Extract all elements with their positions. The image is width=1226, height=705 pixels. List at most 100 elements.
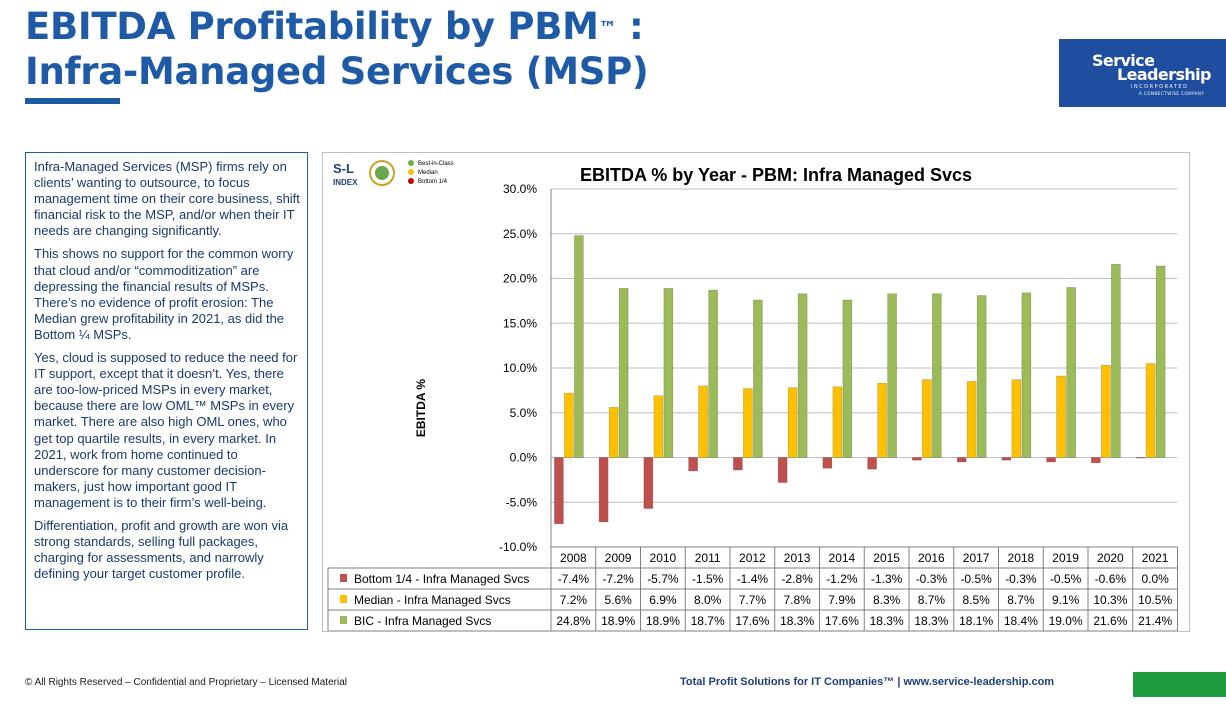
data-value-label: -0.5% — [960, 572, 992, 586]
legend-swatch — [340, 574, 347, 582]
bar — [708, 289, 718, 458]
x-category-label: 2013 — [784, 551, 811, 565]
x-category-label: 2014 — [829, 551, 856, 565]
bar — [1066, 287, 1076, 458]
bar — [643, 457, 654, 509]
data-value-label: -7.2% — [602, 572, 634, 586]
x-category-label: 2021 — [1142, 551, 1169, 565]
data-value-label: 21.4% — [1138, 614, 1172, 628]
title-underline — [25, 98, 120, 104]
data-value-label: 21.6% — [1093, 614, 1127, 628]
data-value-label: 0.0% — [1141, 572, 1169, 586]
service-leadership-logo: Service Leadership INCORPORATED A CONNEC… — [1059, 39, 1226, 107]
legend-series-name: BIC - Infra Managed Svcs — [354, 614, 491, 628]
sl-index-logo-text: S-L — [333, 161, 354, 176]
y-tick-label: 20.0% — [503, 272, 537, 286]
bar — [976, 295, 987, 458]
data-value-label: 17.6% — [735, 614, 769, 628]
data-value-label: 19.0% — [1049, 614, 1083, 628]
bar — [956, 457, 967, 463]
sl-legend-dot — [408, 160, 414, 166]
x-category-label: 2020 — [1097, 551, 1124, 565]
sl-legend-label: Best-in-Class — [418, 161, 454, 167]
bar — [1056, 375, 1066, 458]
x-category-label: 2011 — [695, 551, 721, 565]
bar — [564, 392, 574, 458]
data-value-label: 18.9% — [646, 614, 680, 628]
bar — [554, 457, 564, 525]
y-tick-label: 10.0% — [503, 361, 537, 375]
data-value-label: 24.8% — [556, 614, 590, 628]
logo-line-1: Service — [1092, 51, 1155, 70]
bar — [797, 293, 808, 458]
bar — [1021, 292, 1032, 458]
trademark-mark: ™ — [598, 18, 617, 39]
title-line-2: Infra-Managed Services (MSP) — [25, 50, 649, 93]
title-colon: : — [616, 5, 644, 48]
data-value-label: -1.5% — [692, 572, 724, 586]
bar — [1135, 457, 1146, 459]
bar — [1046, 457, 1056, 463]
bar — [822, 457, 833, 469]
bar — [922, 379, 932, 458]
data-value-label: -1.2% — [826, 572, 858, 586]
sl-index-logo-sub: INDEX — [333, 178, 358, 187]
data-value-label: 7.2% — [560, 593, 588, 607]
data-value-label: 7.7% — [739, 593, 767, 607]
data-value-label: 18.3% — [780, 614, 814, 628]
bar — [688, 457, 698, 472]
data-value-label: 18.1% — [959, 614, 993, 628]
data-value-label: 18.4% — [1004, 614, 1038, 628]
data-value-label: 7.8% — [783, 593, 811, 607]
data-value-label: 10.3% — [1093, 593, 1127, 607]
data-value-label: 10.5% — [1138, 593, 1172, 607]
y-tick-label: -10.0% — [499, 540, 537, 554]
bar — [598, 457, 609, 523]
bar — [653, 395, 664, 458]
bar — [932, 293, 942, 458]
footer-copyright: © All Rights Reserved – Confidential and… — [25, 677, 347, 688]
bar — [753, 299, 763, 458]
x-category-label: 2016 — [918, 551, 945, 565]
bar — [1101, 365, 1111, 458]
page-title: EBITDA Profitability by PBM™ : Infra-Mana… — [25, 4, 649, 94]
bar — [832, 386, 843, 458]
legend-series-name: Bottom 1/4 - Infra Managed Svcs — [354, 572, 529, 586]
x-category-label: 2009 — [605, 551, 632, 565]
footer-tagline: Total Profit Solutions for IT Companies™… — [680, 676, 1055, 688]
legend-swatch — [340, 616, 347, 624]
y-tick-label: -5.0% — [506, 495, 538, 509]
x-category-label: 2019 — [1052, 551, 1079, 565]
description-paragraph: This shows no support for the common wor… — [34, 246, 294, 342]
description-paragraph: Yes, cloud is supposed to reduce the nee… — [34, 350, 298, 510]
sl-legend-dot — [408, 178, 414, 184]
sl-legend-dot — [408, 169, 414, 175]
description-paragraph: Infra-Managed Services (MSP) firms rely … — [34, 159, 300, 239]
data-value-label: -7.4% — [558, 572, 590, 586]
data-value-label: -0.3% — [916, 572, 948, 586]
logo-line-4: A CONNECTWISE COMPANY — [1139, 91, 1205, 96]
data-value-label: 8.5% — [962, 593, 990, 607]
description-paragraph: Differentiation, profit and growth are w… — [34, 517, 289, 582]
description-box: Infra-Managed Services (MSP) firms rely … — [25, 152, 308, 630]
sl-index-icon-core — [375, 166, 389, 180]
bar — [912, 457, 922, 461]
sl-legend-label: Bottom 1/4 — [418, 179, 448, 185]
data-value-label: 6.9% — [649, 593, 677, 607]
legend-swatch — [340, 595, 347, 603]
data-value-label: 18.3% — [870, 614, 904, 628]
y-tick-label: 25.0% — [503, 227, 537, 241]
data-value-label: 8.0% — [694, 593, 722, 607]
y-tick-label: 5.0% — [510, 406, 538, 420]
data-value-label: 8.7% — [1007, 593, 1035, 607]
y-tick-label: 15.0% — [503, 316, 537, 330]
sl-legend-label: Median — [418, 170, 438, 176]
data-value-label: 9.1% — [1052, 593, 1080, 607]
footer-accent-bar — [1133, 672, 1226, 697]
chart-title: EBITDA % by Year - PBM: Infra Managed Sv… — [580, 165, 972, 185]
x-category-label: 2017 — [963, 551, 990, 565]
bar — [608, 407, 619, 458]
bar — [842, 299, 853, 458]
data-value-label: 5.6% — [604, 593, 632, 607]
data-value-label: -5.7% — [647, 572, 679, 586]
